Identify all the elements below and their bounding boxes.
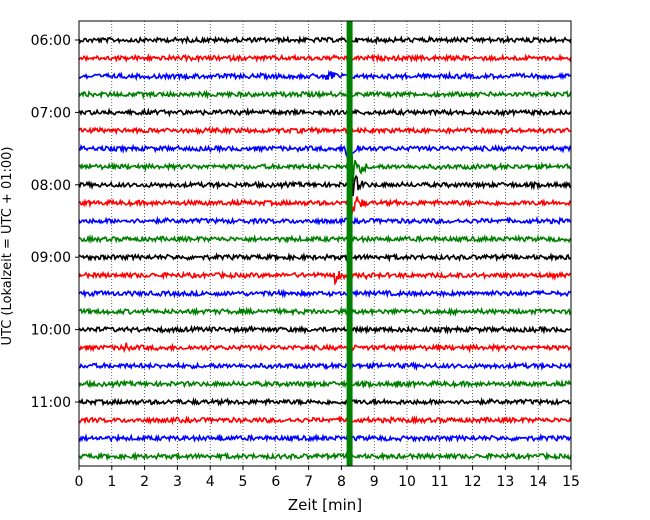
grid-lines	[78, 21, 572, 466]
trace-line	[78, 415, 572, 426]
trace-line	[78, 234, 572, 244]
trace-line	[78, 288, 572, 299]
trace-line	[78, 193, 572, 218]
trace-line	[78, 378, 572, 390]
y-axis-label: UTC (Lokalzeit = UTC + 01:00)	[0, 147, 15, 346]
trace-line	[78, 154, 572, 187]
x-tick-label: 2	[140, 474, 149, 490]
trace-line	[78, 106, 572, 118]
plot-frame	[78, 20, 572, 467]
trace-line	[78, 324, 572, 335]
y-axis-ticks: 06:00 07:00 08:00 09:00 10:00 11:00	[31, 33, 79, 411]
x-tick-label: 11	[431, 474, 449, 490]
trace-line	[78, 172, 572, 197]
x-tick-label: 6	[271, 474, 280, 490]
x-axis-ticks: 0 1 2 3 4 5 6 7 8 9 10 11 12 13 14 15	[75, 466, 580, 490]
x-tick-label: 4	[206, 474, 215, 490]
trace-line	[78, 396, 572, 407]
x-tick-label: 5	[239, 474, 248, 490]
trace-line	[78, 306, 572, 318]
trace-line	[78, 69, 572, 82]
trace-line	[78, 143, 572, 159]
trace-line	[78, 89, 572, 100]
trace-line	[78, 270, 572, 286]
trace-line	[78, 125, 572, 136]
y-tick-label: 11:00	[31, 395, 71, 411]
trace-line	[78, 215, 572, 227]
x-tick-label: 8	[337, 474, 346, 490]
y-tick-label: 10:00	[31, 323, 71, 339]
x-tick-label: 1	[107, 474, 116, 490]
y-tick-label: 09:00	[31, 250, 71, 266]
x-tick-label: 13	[496, 474, 514, 490]
y-tick-label: 08:00	[31, 178, 71, 194]
trace-line	[78, 252, 572, 263]
x-tick-label: 14	[529, 474, 547, 490]
y-tick-label: 06:00	[31, 33, 71, 49]
trace-line	[78, 34, 572, 46]
x-tick-label: 12	[464, 474, 482, 490]
x-tick-label: 10	[398, 474, 416, 490]
trace-line	[78, 433, 572, 443]
seismic-traces	[78, 21, 572, 466]
trace-line	[78, 342, 572, 354]
x-tick-label: 3	[173, 474, 182, 490]
x-tick-label: 7	[304, 474, 313, 490]
x-tick-label: 15	[562, 474, 580, 490]
trace-line	[78, 52, 572, 64]
x-axis-label: Zeit [min]	[288, 496, 362, 514]
x-tick-label: 0	[75, 474, 84, 490]
trace-line	[78, 360, 572, 372]
event-marker-band	[346, 21, 353, 466]
trace-line	[78, 451, 572, 462]
x-tick-label: 9	[370, 474, 379, 490]
y-tick-label: 07:00	[31, 105, 71, 121]
